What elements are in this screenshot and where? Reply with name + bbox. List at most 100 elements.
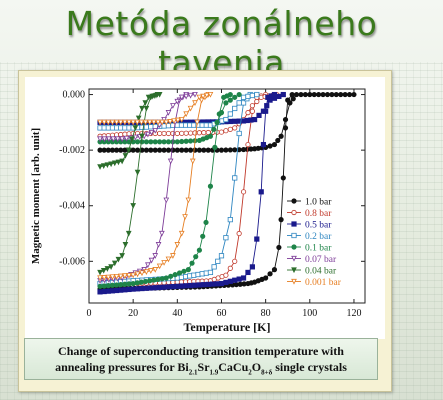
series-0-1-bar-zfc-point <box>214 119 220 125</box>
series-0-001-bar-zfc-point <box>142 119 149 126</box>
y-axis-label: Magnetic moment [arb. unit] <box>30 128 42 264</box>
series-1-0-bar-zfc-point <box>157 147 163 153</box>
series-0-5-bar-fc-point <box>210 281 216 287</box>
caption-mid-3: O <box>251 360 262 374</box>
series-0-07-bar-zfc-point <box>192 91 198 98</box>
series-0-07-bar-zfc-point <box>174 98 181 105</box>
series-0-8-bar-zfc-point <box>161 130 167 137</box>
series-0-8-bar-zfc-point <box>183 130 189 136</box>
series-0-5-bar-fc-point <box>97 289 103 295</box>
series-0-07-bar-zfc-point <box>97 136 103 143</box>
series-0-001-bar-zfc-point <box>200 93 206 100</box>
series-0-5-bar-fc-point <box>174 283 180 289</box>
series-0-8-bar-fc-point <box>174 279 180 285</box>
series-1-0-bar-zfc-point <box>346 91 353 98</box>
series-0-001-bar-zfc-point <box>146 119 153 126</box>
series-0-8-bar-zfc-point <box>201 130 207 136</box>
series-0-001-bar-fc-point <box>174 242 181 248</box>
series-0-1-bar-fc-point <box>200 233 206 239</box>
series-0-8-bar-zfc-point <box>179 130 185 136</box>
series-0-07-bar-zfc-point <box>170 103 176 109</box>
series-0-5-bar-fc-point <box>130 286 136 292</box>
series-0-07-bar-zfc-point <box>183 93 189 100</box>
series-0-5-bar-zfc-point <box>256 112 262 119</box>
series-0-001-bar-fc-point <box>113 273 120 280</box>
series-0-2-bar-fc-point <box>215 258 221 264</box>
series-0-5-bar-zfc-point <box>227 118 233 125</box>
legend-0-04-bar-marker <box>291 267 297 274</box>
series-0-1-bar-zfc-point <box>143 139 150 145</box>
legend-0-2-bar-marker <box>291 232 297 239</box>
series-0-04-bar-zfc-point <box>132 125 139 132</box>
series-1-0-bar-zfc-point <box>148 147 154 153</box>
series-0-1-bar-fc-point <box>172 272 178 278</box>
series-0-2-bar-zfc-point <box>148 124 154 130</box>
series-0-001-bar-fc-point <box>182 214 188 220</box>
series-0-2-bar-fc-point <box>223 235 229 241</box>
series-0-1-bar-fc-point <box>189 260 195 266</box>
series-0-04-bar-zfc-point <box>153 92 159 99</box>
series-0-001-bar-zfc-line <box>100 94 211 123</box>
series-0-1-bar-fc-point <box>147 278 153 284</box>
series-0-04-bar-fc-point <box>134 169 141 176</box>
series-1-0-bar-zfc-point <box>174 147 180 153</box>
legend-0-1-bar-marker <box>291 244 297 250</box>
series-0-04-bar-zfc-point <box>142 100 149 106</box>
series-0-001-bar-zfc-point <box>175 117 181 124</box>
series-0-8-bar-zfc-point <box>196 130 202 136</box>
series-1-0-bar-fc-point <box>289 91 295 98</box>
series-0-1-bar-fc-point <box>207 183 214 189</box>
series-0-04-bar-zfc-point <box>122 153 129 159</box>
series-0-8-bar-fc-point <box>236 230 242 237</box>
series-0-04-bar-fc-point <box>125 230 132 237</box>
series-0-8-bar-zfc-point <box>227 126 233 132</box>
series-0-1-bar-fc-point <box>193 254 199 260</box>
series-0-001-bar-zfc-point <box>122 119 128 126</box>
series-0-5-bar-zfc-point <box>251 116 258 123</box>
series-0-07-bar-zfc-point <box>119 136 125 143</box>
series-0-1-bar-zfc-point <box>179 138 185 145</box>
series-0-5-bar-fc-point <box>236 276 242 282</box>
series-0-5-bar-fc-point <box>161 284 167 290</box>
series-1-0-bar-zfc-point <box>307 91 313 98</box>
series-0-001-bar-zfc-point <box>105 119 112 126</box>
legend-0-07-bar-label: 0.07 bar <box>305 255 337 265</box>
magnetic-moment-chart: 0 20 40 60 80 100 120 0.000 -0.002 -0.004 -0.006 Te… <box>30 88 366 334</box>
caption-line-2-prefix: annealing pressures for Bi <box>55 360 189 374</box>
x-tick-label: 20 <box>128 308 138 319</box>
caption-line-1: Change of superconducting transition tem… <box>58 344 344 358</box>
series-0-001-bar-zfc-point <box>203 92 210 99</box>
series-1-0-bar-zfc-point <box>143 147 150 153</box>
series-0-5-bar-fc-point <box>223 279 229 286</box>
legend-0-07-bar-marker <box>291 255 297 262</box>
series-0-5-bar-zfc-point <box>264 103 270 109</box>
series-1-0-bar-zfc-point <box>311 91 317 98</box>
series-0-2-bar-zfc-point <box>223 116 229 123</box>
series-0-8-bar-zfc-point <box>114 132 120 138</box>
series-0-04-bar-fc-point <box>122 242 129 248</box>
series-0-07-bar-zfc-point <box>114 136 121 143</box>
series-0-5-bar-zfc-point <box>271 95 278 101</box>
series-0-04-bar-fc-point <box>139 133 145 140</box>
series-0-04-bar-fc-point <box>100 267 107 274</box>
series-0-001-bar-fc-point <box>139 270 145 277</box>
series-0-04-bar-zfc-point <box>111 160 118 167</box>
series-0-07-bar-fc-point <box>155 242 162 248</box>
series-0-04-bar-zfc-point <box>104 162 111 169</box>
series-0-1-bar-fc-point <box>159 276 165 282</box>
series-1-0-bar-zfc-point <box>179 147 185 153</box>
series-0-2-bar-fc-point <box>227 217 233 223</box>
series-0-001-bar-fc-point <box>117 273 124 280</box>
series-0-5-bar-fc-point <box>260 141 267 148</box>
x-tick-label: 0 <box>87 308 92 319</box>
series-0-2-bar-zfc-point <box>178 122 185 128</box>
series-0-1-bar-fc-point <box>97 283 103 289</box>
series-0-1-bar-fc-point <box>126 281 132 287</box>
series-0-5-bar-fc-point <box>227 278 233 284</box>
legend-0-001-bar-marker <box>291 278 297 285</box>
series-0-2-bar-zfc-point <box>191 122 197 128</box>
series-0-07-bar-zfc-point <box>123 135 130 142</box>
series-1-0-bar-zfc-point <box>152 147 158 153</box>
series-0-001-bar-zfc-point <box>187 105 194 112</box>
series-1-0-bar-zfc-point <box>205 147 211 153</box>
